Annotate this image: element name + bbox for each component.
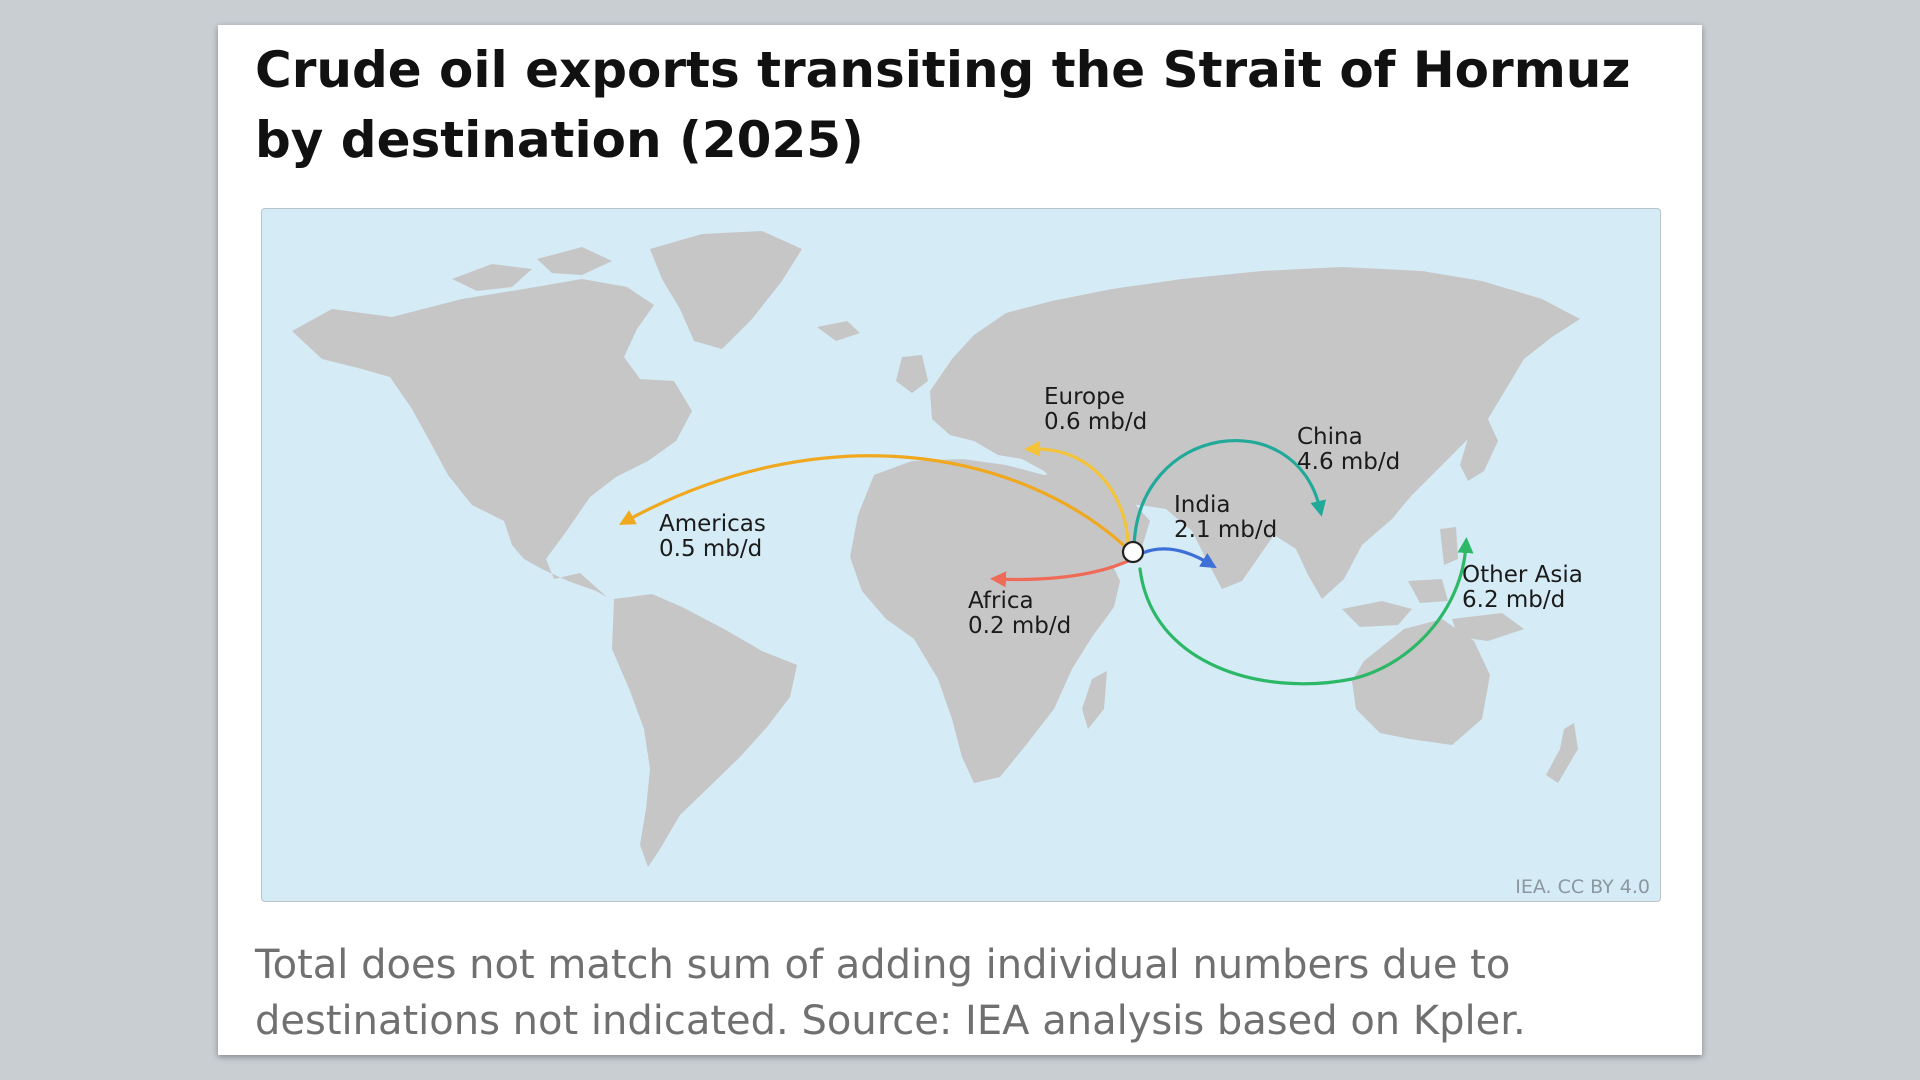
- flow-value: 0.6 mb/d: [1044, 409, 1148, 435]
- world-map: Americas 0.5 mb/d Europe 0.6 mb/d Africa…: [261, 208, 1661, 902]
- new-zealand-land: [1546, 723, 1578, 783]
- madagascar-land: [1082, 671, 1107, 729]
- chart-card: Crude oil exports transiting the Strait …: [218, 25, 1702, 1055]
- chart-footnote: Total does not match sum of adding indiv…: [255, 942, 1526, 1044]
- flow-value: 6.2 mb/d: [1462, 587, 1566, 613]
- flow-name: Other Asia: [1462, 562, 1583, 588]
- chart-title: Crude oil exports transiting the Strait …: [255, 41, 1631, 169]
- greenland-land: [650, 231, 802, 349]
- flow-label-china: China 4.6 mb/d: [1297, 425, 1400, 475]
- flow-name: Americas: [659, 511, 766, 537]
- japan-land: [1460, 415, 1498, 481]
- flow-label-africa: Africa 0.2 mb/d: [968, 589, 1071, 639]
- flow-arrow-china: [1132, 439, 1327, 551]
- landmasses: [292, 231, 1580, 867]
- flow-label-americas: Americas 0.5 mb/d: [659, 512, 766, 562]
- flow-value: 4.6 mb/d: [1297, 449, 1401, 475]
- arabia-land: [1044, 471, 1150, 565]
- flow-arrow-americas: [618, 454, 1132, 553]
- flow-name: India: [1174, 492, 1231, 518]
- map-canvas: [292, 231, 1580, 867]
- flow-name: Europe: [1044, 384, 1125, 410]
- flow-name: China: [1297, 424, 1363, 450]
- map-credit: IEA. CC BY 4.0: [1515, 876, 1650, 898]
- flow-name: Africa: [968, 588, 1034, 614]
- uk-land: [896, 355, 928, 393]
- flow-value: 0.2 mb/d: [968, 613, 1072, 639]
- flow-label-other-asia: Other Asia 6.2 mb/d: [1462, 563, 1583, 613]
- flow-value: 2.1 mb/d: [1174, 517, 1278, 543]
- eurasia-land: [930, 267, 1580, 599]
- flow-arrow-other-asia: [1138, 537, 1474, 686]
- arctic-islands-land: [452, 247, 612, 317]
- australia-land: [1352, 619, 1490, 745]
- north-america-land: [292, 279, 692, 597]
- flow-arrow-europe: [1024, 440, 1130, 553]
- iceland-land: [817, 321, 860, 341]
- africa-land: [850, 459, 1120, 783]
- flow-arrow-africa: [990, 559, 1130, 588]
- strait-of-hormuz-marker: [1121, 540, 1145, 564]
- southeast-asia-islands-land: [1342, 527, 1524, 641]
- flow-value: 0.5 mb/d: [659, 536, 763, 562]
- south-america-land: [612, 594, 797, 867]
- flow-label-europe: Europe 0.6 mb/d: [1044, 385, 1147, 435]
- flow-arrow-india: [1136, 547, 1217, 569]
- flow-label-india: India 2.1 mb/d: [1174, 493, 1277, 543]
